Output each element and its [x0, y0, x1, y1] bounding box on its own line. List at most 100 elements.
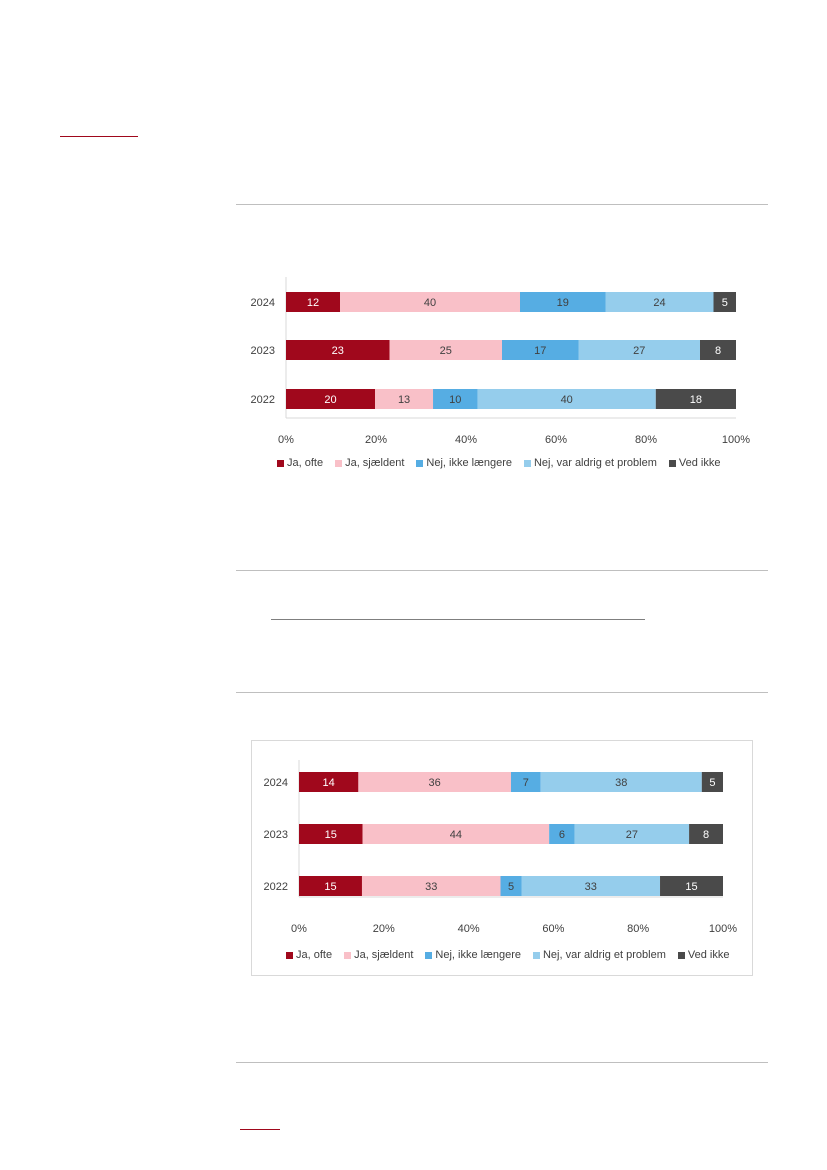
chart-2-data-label: 33	[425, 881, 437, 893]
chart-1-data-label: 5	[722, 297, 728, 309]
chart-1-data-label: 8	[715, 345, 721, 357]
chart-1-bar-2024-nej-ikke-laengere	[520, 292, 606, 312]
chart-1-bar-2023-nej-var-aldrig-et-problem	[578, 340, 700, 360]
chart-1-x-tick-label: 80%	[635, 434, 657, 446]
chart-2-legend-label: Ja, ofte	[296, 949, 333, 961]
chart-2-data-label: 8	[703, 829, 709, 841]
chart-2-category-label-2023: 2023	[264, 829, 288, 841]
chart-1-bar-2024-ja-ofte	[286, 292, 340, 312]
chart-2-data-label: 14	[323, 777, 335, 789]
section-divider-2	[236, 570, 768, 571]
chart-1-x-tick-label: 100%	[722, 434, 750, 446]
chart-2-legend-item-nej-ikke-laengere: Nej, ikke længere	[425, 949, 521, 961]
chart-2-bar-2024-nej-var-aldrig-et-problem	[540, 772, 702, 792]
chart-2-bar-2022-ja-sjaeldent	[361, 876, 501, 896]
chart-2-bar-2023-ja-sjaeldent	[362, 824, 550, 844]
chart-2-data-label: 27	[626, 829, 638, 841]
chart-1-bar-2022-nej-var-aldrig-et-problem	[477, 389, 656, 409]
chart-1-legend-item-nej-ikke-laengere: Nej, ikke længere	[416, 457, 512, 469]
chart-2-x-tick-label: 100%	[709, 923, 737, 935]
chart-2-bar-2022-ja-ofte	[299, 876, 362, 896]
chart-2-legend-item-ved-ikke: Ved ikke	[677, 949, 730, 961]
chart-1-data-label: 40	[424, 297, 436, 309]
header-link-underline[interactable]	[60, 136, 138, 137]
chart-2-data-label: 5	[709, 777, 715, 789]
chart-1-legend-label: Ja, ofte	[287, 457, 324, 469]
chart-2-bar-2023-nej-var-aldrig-et-problem	[574, 824, 690, 844]
chart-2-legend-label: Ved ikke	[687, 949, 730, 961]
chart-2-bar-2022-ved-ikke	[660, 876, 723, 896]
chart-1-data-label: 25	[440, 345, 452, 357]
chart-1-legend-swatch	[668, 459, 676, 467]
chart-2-legend-item-ja-sjaeldent: Ja, sjældent	[344, 949, 413, 961]
chart-1-data-label: 10	[449, 394, 461, 406]
chart-2-bar-2022-nej-var-aldrig-et-problem	[521, 876, 661, 896]
chart-1-legend-item-ja-ofte: Ja, ofte	[277, 457, 323, 469]
chart-2-legend-swatch	[344, 951, 352, 959]
chart-2-data-label: 6	[559, 829, 565, 841]
chart-1-legend-swatch	[277, 459, 284, 467]
footer-link-underline[interactable]	[240, 1129, 280, 1130]
chart-2: 0% 20% 40% 60% 80% 100% 2024 14 36 7 38 5 2023 15 44 6 2…	[264, 760, 737, 935]
chart-1-legend-item-ved-ikke: Ved ikke	[668, 457, 721, 469]
chart-1-bar-2023-ved-ikke	[700, 340, 736, 360]
chart-1-legend: Ja, ofte Ja, sjældent Nej, ikke længere Nej…	[277, 457, 720, 469]
chart-2-x-tick-label: 80%	[627, 923, 649, 935]
chart-2-legend-item-ja-ofte: Ja, ofte	[286, 949, 332, 961]
chart-1-data-label: 20	[324, 394, 336, 406]
chart-2-legend-label: Nej, ikke længere	[435, 949, 521, 961]
chart-1-legend-swatch	[523, 459, 531, 467]
chart-1: 0% 20% 40% 60% 80% 100% 2024 12 40 19 24 5 2023 23 25 1…	[251, 277, 750, 446]
chart-1-category-label-2024: 2024	[251, 297, 275, 309]
chart-2-bar-2024-nej-ikke-laengere	[511, 772, 541, 792]
chart-2-x-tick-label: 40%	[458, 923, 480, 935]
chart-1-x-tick-label: 20%	[365, 434, 387, 446]
chart-1-data-label: 40	[561, 394, 573, 406]
chart-1-bar-2024-ved-ikke	[713, 292, 736, 312]
chart-2-data-label: 15	[325, 829, 337, 841]
chart-1-legend-item-ja-sjaeldent: Ja, sjældent	[335, 457, 404, 469]
chart-2-legend-swatch	[532, 951, 540, 959]
chart-1-legend-label: Ja, sjældent	[345, 457, 405, 469]
chart-2-legend-swatch	[286, 951, 293, 959]
chart-2-data-label: 44	[450, 829, 462, 841]
chart-2-data-label: 33	[585, 881, 597, 893]
chart-2-bar-2023-ved-ikke	[689, 824, 723, 844]
chart-1-data-label: 13	[398, 394, 410, 406]
section-divider-1	[236, 204, 768, 205]
chart-1-legend-swatch	[335, 459, 343, 467]
chart-2-category-label-2024: 2024	[264, 777, 288, 789]
chart-2-data-label: 15	[685, 881, 697, 893]
chart-1-bar-2022-nej-ikke-laengere	[433, 389, 478, 409]
chart-2-legend: Ja, ofte Ja, sjældent Nej, ikke længere Nej…	[286, 949, 729, 961]
chart-1-category-label-2022: 2022	[251, 394, 275, 406]
chart-1-data-label: 17	[534, 345, 546, 357]
chart-2-data-label: 15	[324, 881, 336, 893]
chart-1-x-tick-label: 0%	[278, 434, 294, 446]
chart-2-bar-2023-nej-ikke-laengere	[549, 824, 575, 844]
chart-2-bar-2024-ja-sjaeldent	[358, 772, 511, 792]
chart-1-bar-2024-nej-var-aldrig-et-problem	[605, 292, 714, 312]
chart-1-bar-2023-ja-sjaeldent	[389, 340, 502, 360]
chart-2-x-tick-label: 0%	[291, 923, 307, 935]
chart-1-data-label: 27	[633, 345, 645, 357]
chart-1-data-label: 19	[557, 297, 569, 309]
chart-2-data-label: 36	[429, 777, 441, 789]
chart-1-legend-label: Ved ikke	[678, 457, 721, 469]
chart-2-bar-2024-ved-ikke	[701, 772, 723, 792]
chart-1-bar-2022-ved-ikke	[655, 389, 736, 409]
chart-2-bar-2022-nej-ikke-laengere	[500, 876, 522, 896]
section-divider-3	[236, 692, 768, 693]
chart-1-bar-2023-ja-ofte	[286, 340, 390, 360]
section-divider-4	[236, 1062, 768, 1063]
chart-2-bar-2023-ja-ofte	[299, 824, 363, 844]
chart-1-bar-2024-ja-sjaeldent	[340, 292, 520, 312]
chart-2-data-label: 5	[508, 881, 514, 893]
chart-1-data-label: 12	[307, 297, 319, 309]
chart-1-x-tick-label: 40%	[455, 434, 477, 446]
chart-1-bar-2022-ja-sjaeldent	[375, 389, 434, 409]
chart-1-data-label: 23	[332, 345, 344, 357]
chart-2-data-label: 7	[523, 777, 529, 789]
chart-1-x-tick-label: 60%	[545, 434, 567, 446]
chart-1-bar-2023-nej-ikke-laengere	[502, 340, 579, 360]
